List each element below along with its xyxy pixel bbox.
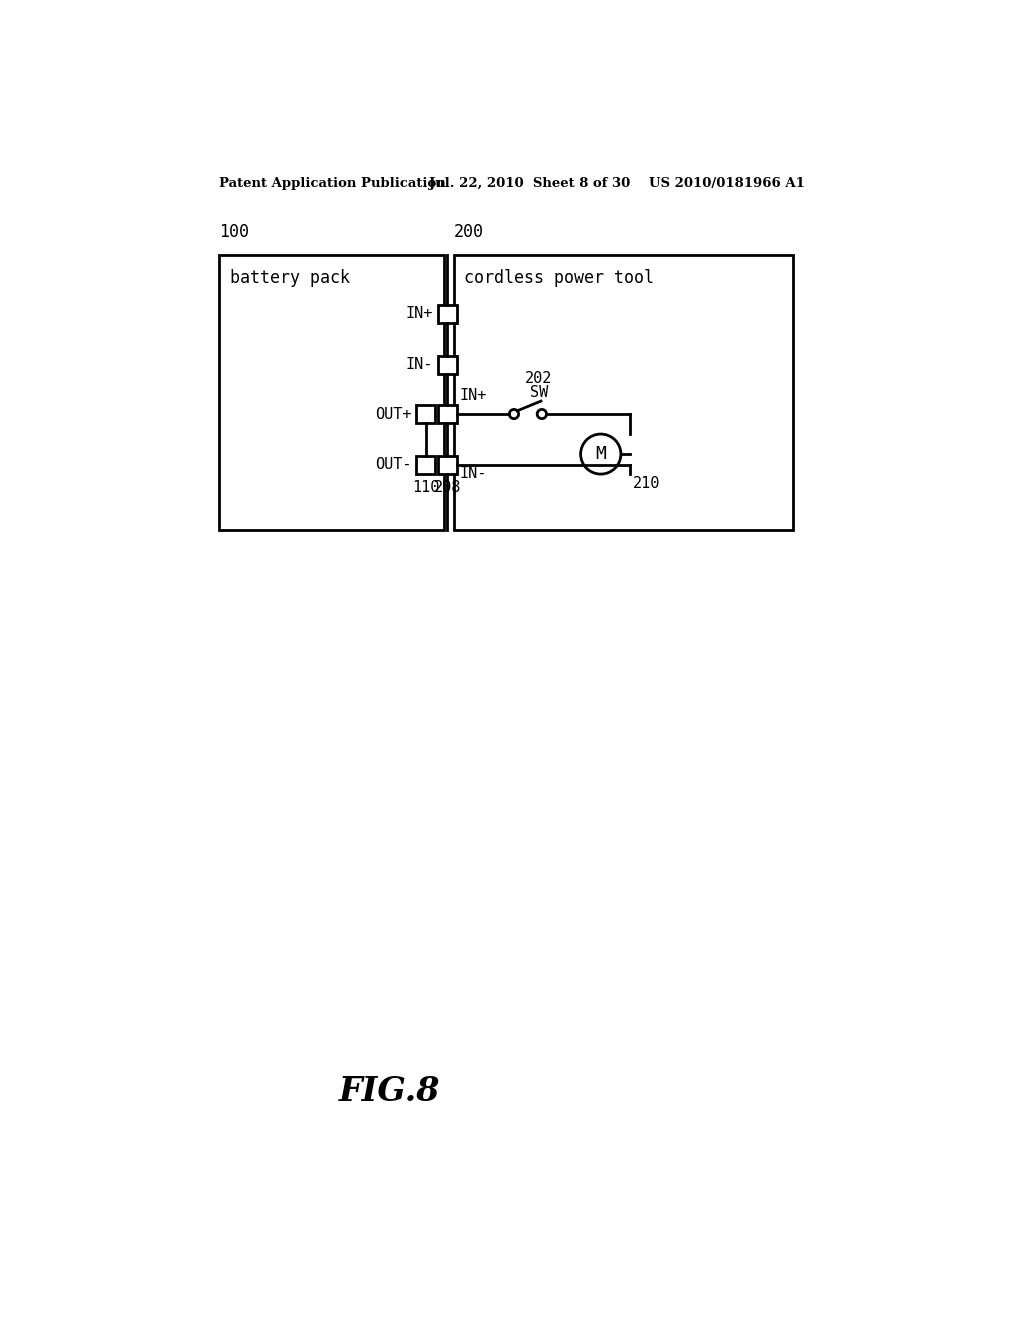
Text: FIG.8: FIG.8: [339, 1074, 440, 1109]
Bar: [438, 355, 457, 374]
Text: Jul. 22, 2010  Sheet 8 of 30: Jul. 22, 2010 Sheet 8 of 30: [429, 177, 630, 190]
Text: 100: 100: [219, 223, 250, 240]
Text: OUT-: OUT-: [375, 457, 412, 473]
Bar: [438, 455, 457, 474]
Text: SW: SW: [529, 385, 548, 400]
Text: Patent Application Publication: Patent Application Publication: [219, 177, 446, 190]
Text: IN-: IN-: [460, 466, 487, 482]
Bar: [438, 305, 457, 323]
Text: 202: 202: [525, 371, 552, 387]
Text: 200: 200: [454, 223, 483, 240]
Text: 210: 210: [633, 475, 660, 491]
Bar: [219, 255, 444, 529]
Text: IN+: IN+: [460, 388, 487, 404]
Text: M: M: [595, 445, 606, 463]
Text: IN+: IN+: [406, 306, 433, 322]
Text: cordless power tool: cordless power tool: [464, 268, 654, 286]
Text: OUT+: OUT+: [375, 407, 412, 421]
Text: US 2010/0181966 A1: US 2010/0181966 A1: [649, 177, 805, 190]
Text: battery pack: battery pack: [230, 268, 350, 286]
Bar: [454, 255, 793, 529]
Text: 208: 208: [433, 480, 461, 495]
Text: 110: 110: [412, 480, 439, 495]
Bar: [417, 455, 435, 474]
Text: IN-: IN-: [406, 358, 433, 372]
Bar: [417, 405, 435, 424]
Bar: [438, 405, 457, 424]
